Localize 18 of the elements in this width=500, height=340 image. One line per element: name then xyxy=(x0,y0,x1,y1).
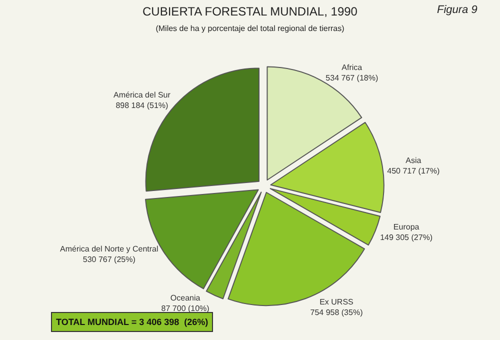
slice-label: Africa xyxy=(342,63,363,72)
chart-subtitle: (Miles de ha y porcentaje del total regional de tierras) xyxy=(156,24,345,33)
chart-title: CUBIERTA FORESTAL MUNDIAL, 1990 xyxy=(142,4,358,18)
text: Figura 9 xyxy=(437,4,478,16)
data-label: 530 767 (25%) xyxy=(82,254,136,264)
slice-label: Oceania xyxy=(170,294,201,303)
text: TOTAL MUNDIAL = 3 406 398 (26%) xyxy=(56,317,208,327)
data-label: 450 717 (17%) xyxy=(387,166,440,176)
slice-label: Asia xyxy=(406,156,422,165)
data-label: 754 958 (35%) xyxy=(310,308,364,317)
data-label: 149 305 (27%) xyxy=(380,233,433,242)
slice-label: Ex URSS xyxy=(320,297,354,306)
slice-label: América del Sur xyxy=(113,90,171,100)
data-label: 898 184 (51%) xyxy=(116,101,169,110)
data-label: 87 700 (10%) xyxy=(161,304,210,314)
slice-label: Europa xyxy=(393,222,420,232)
slice-label: América del Norte y Central xyxy=(60,244,158,254)
data-label: 534 767 (18%) xyxy=(326,73,378,82)
